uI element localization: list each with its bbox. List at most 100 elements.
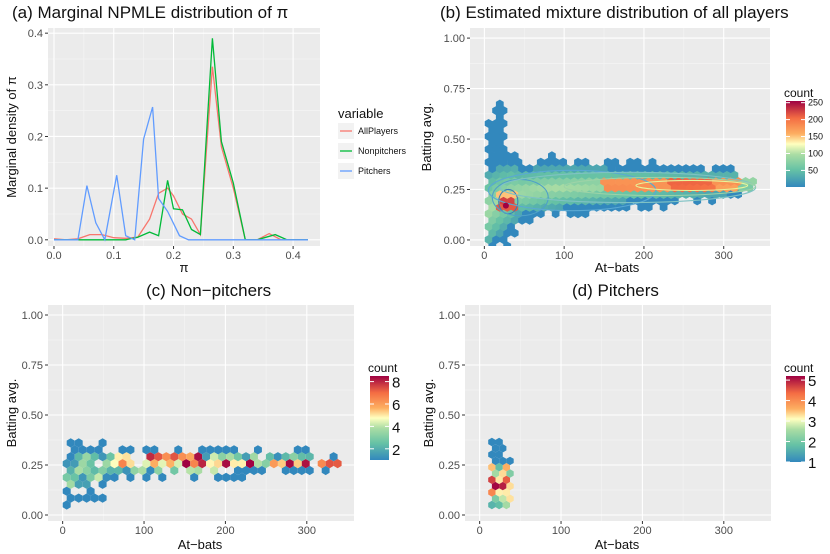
hexbin-cell	[682, 177, 690, 186]
hexbin-cell	[301, 459, 310, 469]
hexbin-cell	[544, 157, 553, 167]
y-tick-label: 0.3	[28, 80, 43, 92]
hexbin-cell	[198, 445, 207, 455]
hexbin-cell	[78, 445, 87, 455]
x-tick-label: 300	[298, 525, 316, 537]
hexbin-cell	[570, 202, 579, 212]
panel-b: (b) Estimated mixture distribution of al…	[419, 3, 823, 275]
hexbin-cell	[525, 164, 534, 174]
hexbin-cell	[659, 164, 668, 174]
hexbin-cell	[495, 125, 504, 135]
panel-a-lines	[53, 38, 308, 242]
hexbin-cell	[281, 465, 290, 476]
hexbin-cell	[305, 465, 314, 476]
x-tick-label: 200	[633, 525, 651, 537]
hexbin-cell	[166, 459, 175, 469]
hexbin-cell	[622, 177, 631, 186]
hexbin-cell	[214, 459, 223, 469]
colorbar-tick-label: 5	[808, 373, 816, 390]
hexbin-cell	[525, 177, 534, 186]
hexbin-cell	[581, 183, 590, 193]
hexbin-cell	[214, 445, 223, 455]
hexbin-cell	[656, 196, 664, 206]
panel-c-xlabel: At−bats	[178, 537, 223, 552]
hexbin-cell	[525, 215, 534, 225]
y-tick-label: 0.50	[439, 410, 460, 422]
legend-title: variable	[338, 106, 384, 121]
hexbin-cell	[257, 465, 266, 476]
hexbin-cell	[630, 189, 638, 199]
hexbin-cell	[581, 196, 590, 206]
y-tick-label: 1.00	[22, 310, 43, 322]
hexbin-cell	[90, 465, 99, 476]
hexbin-cell	[146, 452, 155, 462]
hexbin-cell	[102, 459, 111, 469]
hexbin-cell	[589, 196, 597, 206]
hexbin-cell	[711, 189, 720, 199]
hexbin-cell	[637, 202, 646, 212]
colorbar-tick-label: 6	[392, 397, 400, 414]
hexbin-cell	[529, 183, 538, 193]
hexbin-cell	[570, 189, 579, 199]
hexbin-cell	[206, 445, 215, 455]
hexbin-cell	[98, 465, 107, 476]
hexbin-cell	[321, 465, 330, 476]
hexbin-cell	[186, 465, 195, 476]
hexbin-cell	[499, 157, 508, 167]
colorbar-tick-label: 4	[808, 394, 816, 411]
hexbin-cell	[492, 144, 500, 154]
hexbin-cell	[90, 452, 99, 462]
hexbin-cell	[488, 164, 497, 174]
hexbin-cell	[158, 472, 167, 482]
hexbin-cell	[254, 445, 262, 455]
hexbin-cell	[492, 106, 500, 116]
colorbar-gradient	[370, 376, 389, 460]
hexbin-cell	[329, 452, 338, 462]
legend-label-nonpitchers: Nonpitchers	[358, 146, 407, 156]
hexbin-cell	[652, 189, 661, 199]
y-tick-label: 0.75	[439, 360, 460, 372]
y-tick-label: 0.75	[22, 360, 43, 372]
y-tick-label: 0.25	[22, 460, 43, 472]
hexbin-cell	[499, 469, 507, 478]
panel-a-title: (a) Marginal NPMLE distribution of π	[12, 3, 288, 22]
hexbin-cell	[242, 452, 250, 462]
hexbin-cell	[62, 472, 71, 482]
hexbin-cell	[495, 112, 504, 122]
hexbin-cell	[90, 493, 99, 503]
series-line-pitchers	[54, 106, 308, 242]
panel-d-plot-bg	[465, 305, 771, 521]
hexbin-cell	[484, 119, 493, 128]
hexbin-cell	[492, 235, 500, 245]
panel-d-hexbins	[488, 437, 514, 510]
hexbin-cell	[644, 189, 653, 199]
hexbin-cell	[536, 170, 545, 180]
hexbin-cell	[499, 106, 508, 116]
panel-d-title: (d) Pitchers	[572, 281, 659, 300]
colorbar-ticks: 2 4 6 8	[370, 375, 400, 459]
hexbin-cell	[126, 445, 135, 455]
hexbin-cell	[66, 479, 75, 489]
y-tick-label: 0.50	[444, 134, 465, 146]
hexbin-cell	[667, 189, 675, 199]
hexbin-cell	[611, 157, 620, 167]
hexbin-cell	[492, 119, 500, 128]
hexbin-cell	[98, 452, 107, 462]
y-tick-label: 0.00	[444, 235, 465, 247]
colorbar-tick-label: 1	[808, 455, 816, 472]
hexbin-cell	[333, 459, 342, 469]
legend-label-pitchers: Pitchers	[358, 166, 391, 176]
panel-b-x-ticks: 0 100 200 300	[481, 246, 733, 262]
hexbin-cell	[503, 151, 512, 161]
x-tick-label: 0.3	[226, 250, 241, 262]
hexbin-cell	[533, 164, 541, 174]
panel-d-ylabel: Batting avg.	[421, 379, 436, 448]
y-tick-label: 0.4	[28, 28, 43, 40]
hexbin-cell	[492, 222, 500, 232]
hexbin-cell	[506, 494, 514, 503]
hexbin-cell	[488, 488, 496, 497]
hexbin-cell	[491, 481, 500, 491]
hexbin-cell	[74, 465, 83, 476]
hexbin-cell	[648, 196, 657, 206]
